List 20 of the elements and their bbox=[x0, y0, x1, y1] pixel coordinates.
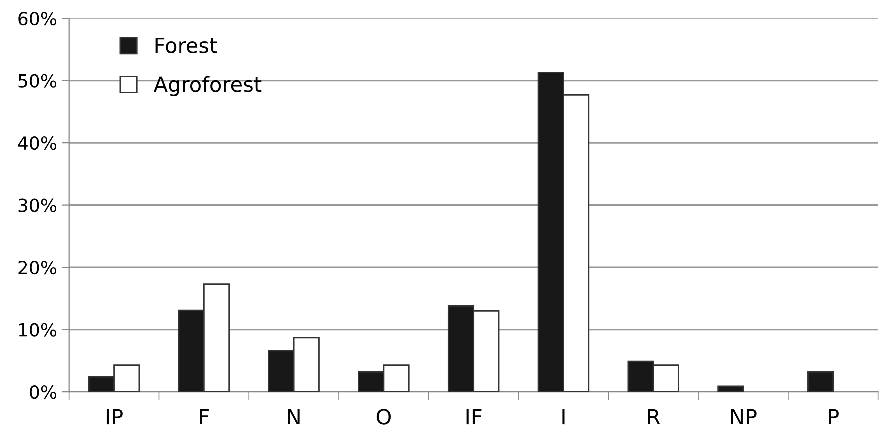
x-tick-label: O bbox=[376, 409, 391, 425]
x-tick-label: NP bbox=[731, 409, 757, 425]
y-tick-label: 30% bbox=[18, 198, 57, 212]
y-tick-label: 40% bbox=[18, 136, 57, 150]
y-tick-label: 20% bbox=[18, 261, 57, 275]
y-tick-label: 0% bbox=[30, 386, 57, 400]
legend-label: Forest bbox=[156, 38, 218, 54]
y-tick-label: 60% bbox=[18, 12, 57, 26]
legend-label: Agroforest bbox=[154, 76, 262, 96]
bar bbox=[808, 371, 834, 392]
x-tick-label: I bbox=[562, 409, 565, 425]
x-tick-label: IF bbox=[466, 409, 482, 425]
bar bbox=[718, 386, 744, 392]
x-tick-label: IP bbox=[106, 409, 123, 425]
y-tick-label: 10% bbox=[19, 323, 57, 337]
y-tick-label: 50% bbox=[18, 74, 57, 88]
x-tick-label: F bbox=[200, 409, 209, 425]
x-tick-label: P bbox=[829, 409, 839, 425]
x-tick-label: N bbox=[288, 409, 300, 425]
x-tick-label: R bbox=[648, 409, 660, 425]
